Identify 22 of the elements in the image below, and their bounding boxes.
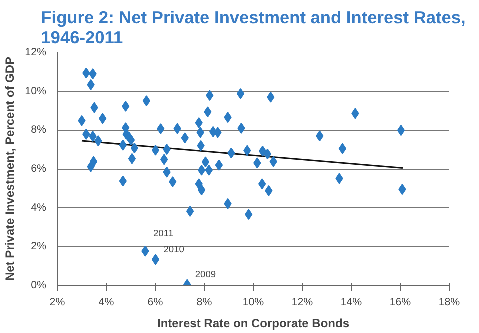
y-tick-label: 12% — [25, 46, 48, 58]
x-tick-label: 2% — [50, 296, 66, 308]
x-tick-label: 18% — [438, 296, 461, 308]
y-tick-label: 8% — [31, 124, 48, 136]
y-tick-label: 2% — [31, 240, 48, 253]
x-tick-label: 4% — [98, 296, 115, 308]
x-tick-label: 16% — [390, 296, 412, 308]
annotation: 2011 — [153, 228, 174, 238]
x-tick-label: 12% — [292, 296, 314, 308]
x-axis-title: Interest Rate on Corporate Bonds — [157, 316, 350, 330]
y-tick-label: 0% — [31, 280, 48, 292]
x-tick-label: 10% — [242, 296, 265, 308]
x-tick-label: 14% — [340, 296, 363, 308]
y-tick-label: 6% — [31, 163, 48, 175]
y-tick-label: 10% — [25, 85, 48, 98]
annotation: 2010 — [164, 244, 185, 255]
chart-title: Figure 2: Net Private Investment and Interest Rates, 1946-2011 — [41, 8, 466, 48]
annotation: 2009 — [195, 270, 216, 280]
x-tick-label: 8% — [196, 296, 213, 308]
y-tick-label: 4% — [31, 202, 48, 214]
x-tick-label: 6% — [148, 296, 164, 308]
y-axis-title: Net Private Investment, Percent of GDP — [3, 56, 18, 282]
